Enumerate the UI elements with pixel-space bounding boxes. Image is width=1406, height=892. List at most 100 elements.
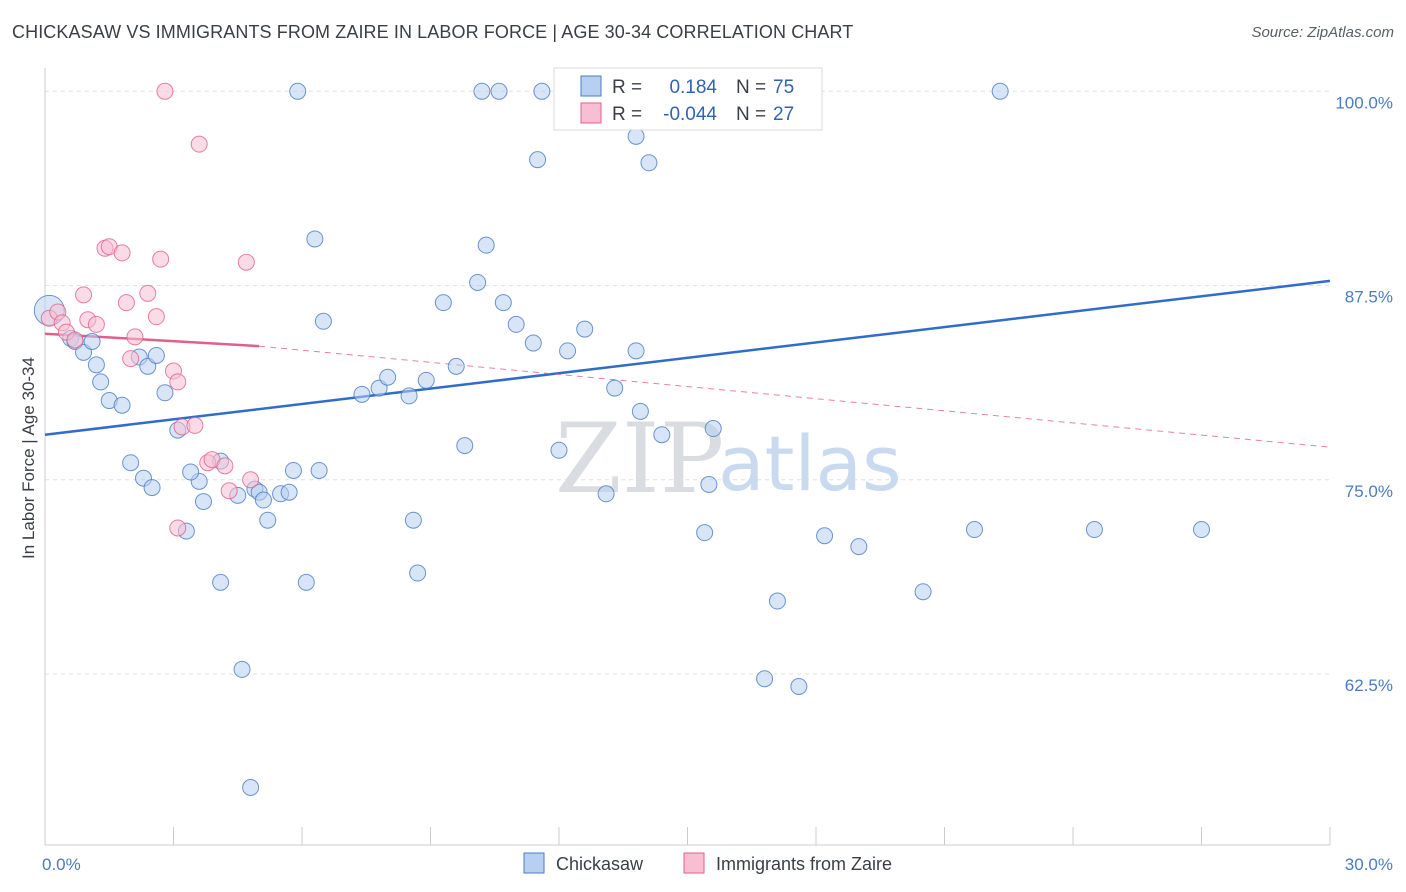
chickasaw-point-44 [434,294,452,312]
chickasaw-point-43 [409,564,427,582]
grid-layer [45,90,1330,675]
legend-n-value-zaire: 27 [773,104,794,125]
zaire-point-11 [117,294,135,312]
zaire-point-12 [122,350,140,368]
points-layer [33,82,1210,797]
chickasaw-point-57 [597,485,615,503]
chickasaw-point-12 [156,384,174,402]
trend-line-2 [259,345,1331,448]
chickasaw-point-58 [606,379,624,397]
bottom-legend-label-zaire: Immigrants from Zaire [716,854,892,874]
chickasaw-point-64 [696,524,714,542]
chickasaw-point-11 [147,346,165,364]
zaire-point-14 [139,284,157,302]
bottom-legend: Chickasaw Immigrants from Zaire [523,852,892,874]
chickasaw-point-48 [477,236,495,254]
chickasaw-point-67 [756,670,774,688]
chickasaw-point-35 [306,230,324,248]
y-tick-label-0: 100.0% [1335,93,1393,112]
x-tick-label-1: 30.0% [1345,855,1393,874]
watermark-zip: ZIP [555,403,724,515]
chickasaw-point-45 [447,357,465,375]
legend-n-label-chickasaw: N = [736,77,766,98]
chickasaw-point-50 [507,315,525,333]
zaire-point-15 [147,308,165,326]
chickasaw-point-39 [379,368,397,386]
chickasaw-point-54 [559,342,577,360]
chickasaw-point-46 [456,437,474,455]
zaire-point-7 [87,315,105,333]
chickasaw-point-24 [233,660,251,678]
chickasaw-point-47 [469,273,487,291]
chickasaw-point-40 [400,387,418,405]
chickasaw-point-5 [87,356,105,374]
x-tick-label-0: 0.0% [42,855,81,874]
chickasaw-point-32 [284,461,302,479]
chickasaw-point-49 [494,294,512,312]
zaire-point-28 [237,253,255,271]
chickasaw-point-52 [529,151,547,169]
legend-r-value-chickasaw: 0.184 [669,77,717,98]
zaire-point-29 [169,519,187,537]
chickasaw-point-70 [850,538,868,556]
axes-layer [44,68,1331,846]
chickasaw-point-71 [816,527,834,545]
bottom-legend-label-chickasaw: Chickasaw [556,854,644,874]
chickasaw-point-66 [704,420,722,438]
chickasaw-point-68 [768,592,786,610]
chickasaw-point-8 [113,396,131,414]
zaire-point-5 [75,286,93,304]
chickasaw-point-62 [631,402,649,420]
chickasaw-point-76 [289,82,307,100]
chickasaw-point-61 [627,342,645,360]
zaire-point-20 [186,416,204,434]
chickasaw-point-51 [473,82,491,100]
chickasaw-point-73 [965,521,983,539]
y-tick-label-3: 62.5% [1345,676,1393,695]
stats-legend: R = 0.184 N = 75 R = -0.044 N = 27 [553,67,823,131]
chickasaw-point-69 [790,677,808,695]
y-axis-label: In Labor Force | Age 30-34 [19,357,38,559]
legend-r-label-zaire: R = [612,104,642,125]
chickasaw-point-4 [83,333,101,351]
chart-title: CHICKASAW VS IMMIGRANTS FROM ZAIRE IN LA… [12,22,854,42]
chickasaw-point-14 [122,454,140,472]
chickasaw-point-29 [259,511,277,529]
legend-swatch-chickasaw [580,75,602,97]
zaire-point-16 [152,250,170,268]
chickasaw-point-20 [182,463,200,481]
y-tick-label-1: 87.5% [1345,288,1393,307]
legend-swatch-zaire [580,102,602,124]
zaire-point-26 [156,82,174,100]
chickasaw-point-16 [143,479,161,497]
chickasaw-point-42 [404,511,422,529]
legend-n-value-chickasaw: 75 [773,77,794,98]
zaire-point-27 [190,135,208,153]
bottom-legend-swatch-chickasaw [523,852,545,874]
chickasaw-point-75 [1193,521,1210,539]
chickasaw-point-72 [914,583,932,601]
zaire-point-13 [126,328,144,346]
chickasaw-point-56 [550,441,568,459]
tick-layer: 100.0% 87.5% 75.0% 62.5% 0.0% 30.0% [42,93,1393,874]
chickasaw-point-19 [194,493,212,511]
chickasaw-point-33 [310,461,328,479]
chickasaw-point-6 [92,373,110,391]
chickasaw-point-36 [314,312,332,330]
chickasaw-point-81 [991,82,1009,100]
zaire-point-18 [169,373,187,391]
zaire-point-4 [66,331,84,349]
y-tick-label-2: 75.0% [1345,482,1393,501]
zaire-point-23 [216,457,234,475]
chickasaw-point-65 [700,475,718,493]
chickasaw-point-74 [1085,521,1103,539]
zaire-point-10 [113,244,131,262]
chickasaw-point-78 [533,82,551,100]
chickasaw-point-55 [576,320,594,338]
chickasaw-point-60 [640,154,658,172]
watermark-atlas: atlas [718,419,902,508]
chickasaw-point-31 [280,483,298,501]
chart-source: Source: ZipAtlas.com [1251,24,1394,41]
chickasaw-point-59 [627,127,645,145]
